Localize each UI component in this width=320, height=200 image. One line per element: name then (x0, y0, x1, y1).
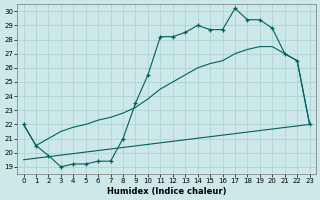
X-axis label: Humidex (Indice chaleur): Humidex (Indice chaleur) (107, 187, 226, 196)
